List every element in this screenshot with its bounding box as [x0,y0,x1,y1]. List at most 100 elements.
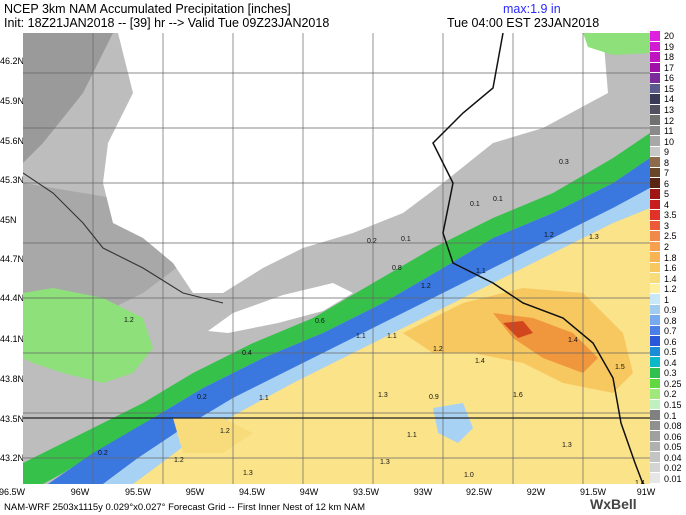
colorbar-swatch [650,294,660,305]
colorbar-swatch [650,462,660,474]
colorbar-swatch [650,346,660,358]
colorbar-label: 0.5 [664,347,677,358]
colorbar-swatch [650,115,660,126]
colorbar-swatch [650,315,660,326]
colorbar-swatch [650,262,660,274]
colorbar-swatch [650,336,660,347]
colorbar-label: 1.8 [664,252,677,263]
lat-label: 44.7N [0,254,25,264]
lon-label: 94W [299,487,319,497]
colorbar-swatch [650,41,660,53]
colorbar-label: 0.08 [664,421,682,432]
brand-logo: WxBell [590,496,637,512]
lon-label: 92.5W [465,487,493,497]
colorbar-swatch [650,104,660,116]
colorbar-swatch [650,52,660,63]
contour-label: 0.8 [392,265,402,272]
colorbar-label: 1.4 [664,273,677,284]
colorbar-label: 3.5 [664,210,677,221]
lon-label: 91.5W [579,487,607,497]
precipitation-map: 0.1 0.2 0.3 0.1 0.1 0.8 0.6 0.4 0.2 0.2 1.2 1.1 1.1 1… [23,33,650,484]
contour-labels: 0.1 0.2 0.3 0.1 0.1 0.8 0.6 0.4 0.2 0.2 1.2 1.1 1.1 1… [98,159,645,484]
colorbar-swatch [650,304,660,316]
colorbar-label: 8 [664,157,670,168]
contour-label: 1.2 [174,457,184,464]
contour-label: 1.2 [421,283,431,290]
contour-label: 1.1 [387,333,397,340]
lon-label: 91W [636,487,656,497]
colorbar-label: 12 [664,115,675,126]
lon-label: 96.5W [0,487,26,497]
colorbar-swatch [650,178,660,189]
contour-label: 1.6 [513,392,523,399]
colorbar-swatch [650,241,660,253]
lat-label: 43.2N [0,453,25,463]
county-lines [23,33,650,484]
no-precip-gap [208,283,353,333]
contour-label: 1.1 [259,395,269,402]
colorbar-swatch [650,167,660,179]
colorbar-label: 18 [664,52,675,63]
colorbar-label: 10 [664,136,675,147]
contour-label: 1.3 [589,234,599,241]
contour-label: 0.1 [470,201,480,208]
contour-label: 1.2 [220,428,230,435]
colorbar-swatch [650,31,660,42]
contour-label: 1.3 [562,442,572,449]
state-border-east [432,33,644,484]
colorbar-swatch [650,94,660,105]
contour-label: 0.2 [197,394,207,401]
colorbar-swatch [650,420,660,432]
contour-label: 0.1 [401,236,411,243]
contour-label: 0.4 [242,350,252,357]
colorbar-swatch [650,431,660,442]
local-valid-time: Tue 04:00 EST 23JAN2018 [447,16,600,30]
lat-label: 45.6N [0,136,25,146]
colorbar-swatch [650,252,660,263]
lat-label: 45.9N [0,96,25,106]
colorbar-label: 0.05 [664,442,682,453]
colorbar-swatch [650,188,660,200]
precip-0.6in-band [48,158,650,484]
colorbar-swatch [650,220,660,232]
colorbar-swatch [650,73,660,84]
map-title: NCEP 3km NAM Accumulated Precipitation [… [4,2,291,16]
footer-text: NAM-WRF 2503x1115y 0.029°x0.027° Forecas… [4,502,365,513]
contour-label: 1.1 [356,333,366,340]
lat-label: 46.2N [0,56,25,66]
colorbar-swatch [650,146,660,158]
contour-label: 0.2 [367,238,377,245]
colorbar-label: 0.6 [664,336,677,347]
colorbar-swatch [650,283,660,295]
colorbar-label: 9 [664,147,670,158]
colorbar-label: 0.04 [664,452,682,463]
colorbar-label: 2.5 [664,231,677,242]
precip-patch-north [583,33,650,55]
contour-label: 1.4 [475,358,485,365]
colorbar-label: 5 [664,189,670,200]
colorbar-label: 17 [664,62,675,73]
colorbar-label: 19 [664,41,675,52]
contour-label: 1.0 [464,472,474,479]
colorbar [650,31,660,484]
lon-label: 94.5W [238,487,266,497]
lon-label: 93.5W [352,487,380,497]
contour-label: 1.3 [380,459,390,466]
colorbar-label: 0.9 [664,305,677,316]
contour-label: 0.3 [559,159,569,166]
colorbar-swatch [650,399,660,411]
contour-label: 0.9 [429,394,439,401]
colorbar-label: 0.15 [664,399,682,410]
colorbar-swatch [650,210,660,221]
colorbar-label: 0.06 [664,431,682,442]
contour-label: 0.6 [315,318,325,325]
precip-patch-west [23,288,153,383]
colorbar-swatch [650,368,660,379]
colorbar-label: 16 [664,73,675,84]
colorbar-label: 4 [664,199,670,210]
colorbar-label: 0.01 [664,473,682,484]
lat-label: 44.1N [0,334,25,344]
max-value: max:1.9 in [503,2,561,16]
colorbar-label: 0.8 [664,315,677,326]
colorbar-swatch [650,199,660,211]
